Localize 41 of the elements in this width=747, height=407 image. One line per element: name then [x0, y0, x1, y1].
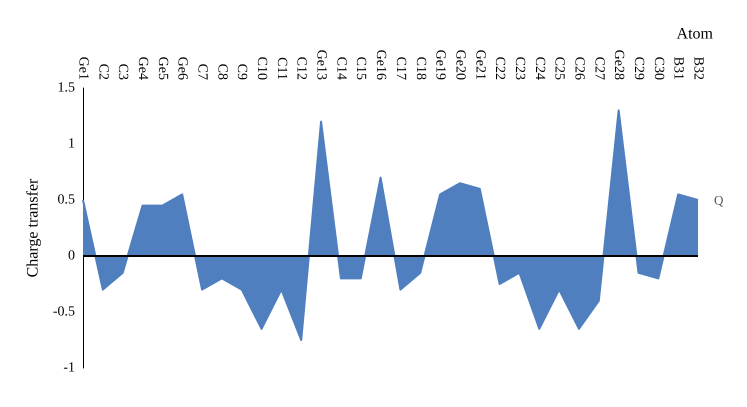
x-tick-label: Ge1 [76, 56, 90, 80]
x-tick-label: C14 [333, 56, 348, 80]
x-tick-label: C25 [552, 56, 567, 80]
x-tick-label: Ge13 [314, 50, 329, 80]
x-tick-label: C18 [412, 56, 428, 80]
x-tick-label: C23 [512, 56, 527, 80]
x-tick-label: C26 [571, 56, 586, 80]
y-tick-label: -1 [63, 360, 75, 376]
x-tick-label: C17 [392, 56, 408, 80]
x-tick-label: Ge20 [452, 50, 468, 80]
y-tick-label: -0.5 [52, 304, 75, 320]
x-tick-label: Ge4 [135, 56, 150, 80]
x-tick-label: Ge5 [154, 56, 170, 80]
x-tick-label: C11 [274, 57, 289, 80]
x-tick-label: C12 [294, 56, 309, 80]
x-tick-label: C10 [254, 56, 270, 80]
y-tick-label: 0 [68, 248, 75, 264]
x-tick-label: C2 [95, 64, 110, 80]
x-tick-label: C7 [194, 64, 210, 80]
x-tick-label: Ge6 [174, 56, 190, 80]
x-tick-label: C27 [591, 56, 606, 80]
x-axis-title: Atom [676, 26, 714, 42]
x-tick-label: C8 [214, 64, 230, 80]
x-tick-label: C29 [630, 56, 646, 80]
y-axis-title: Charge transfer [24, 178, 42, 278]
x-tick-label: Ge21 [472, 50, 488, 80]
x-tick-label: C9 [234, 64, 250, 80]
series-label: Q [714, 192, 724, 208]
x-tick-label: Ge16 [373, 50, 388, 80]
x-tick-label: B32 [690, 56, 706, 80]
x-tick-label: C15 [353, 56, 368, 80]
x-tick-label: C24 [532, 56, 547, 80]
x-tick-label: C22 [492, 56, 508, 80]
x-tick-label: C30 [650, 56, 666, 80]
x-tick-label: Ge19 [432, 50, 448, 80]
x-tick-label: Ge28 [611, 50, 626, 80]
y-tick-label: 0.5 [58, 192, 75, 208]
x-tick-label: C3 [115, 64, 130, 80]
y-tick-label: 1 [68, 136, 75, 152]
x-tick-label: B31 [670, 56, 686, 80]
y-tick-label: 1.5 [58, 80, 75, 96]
